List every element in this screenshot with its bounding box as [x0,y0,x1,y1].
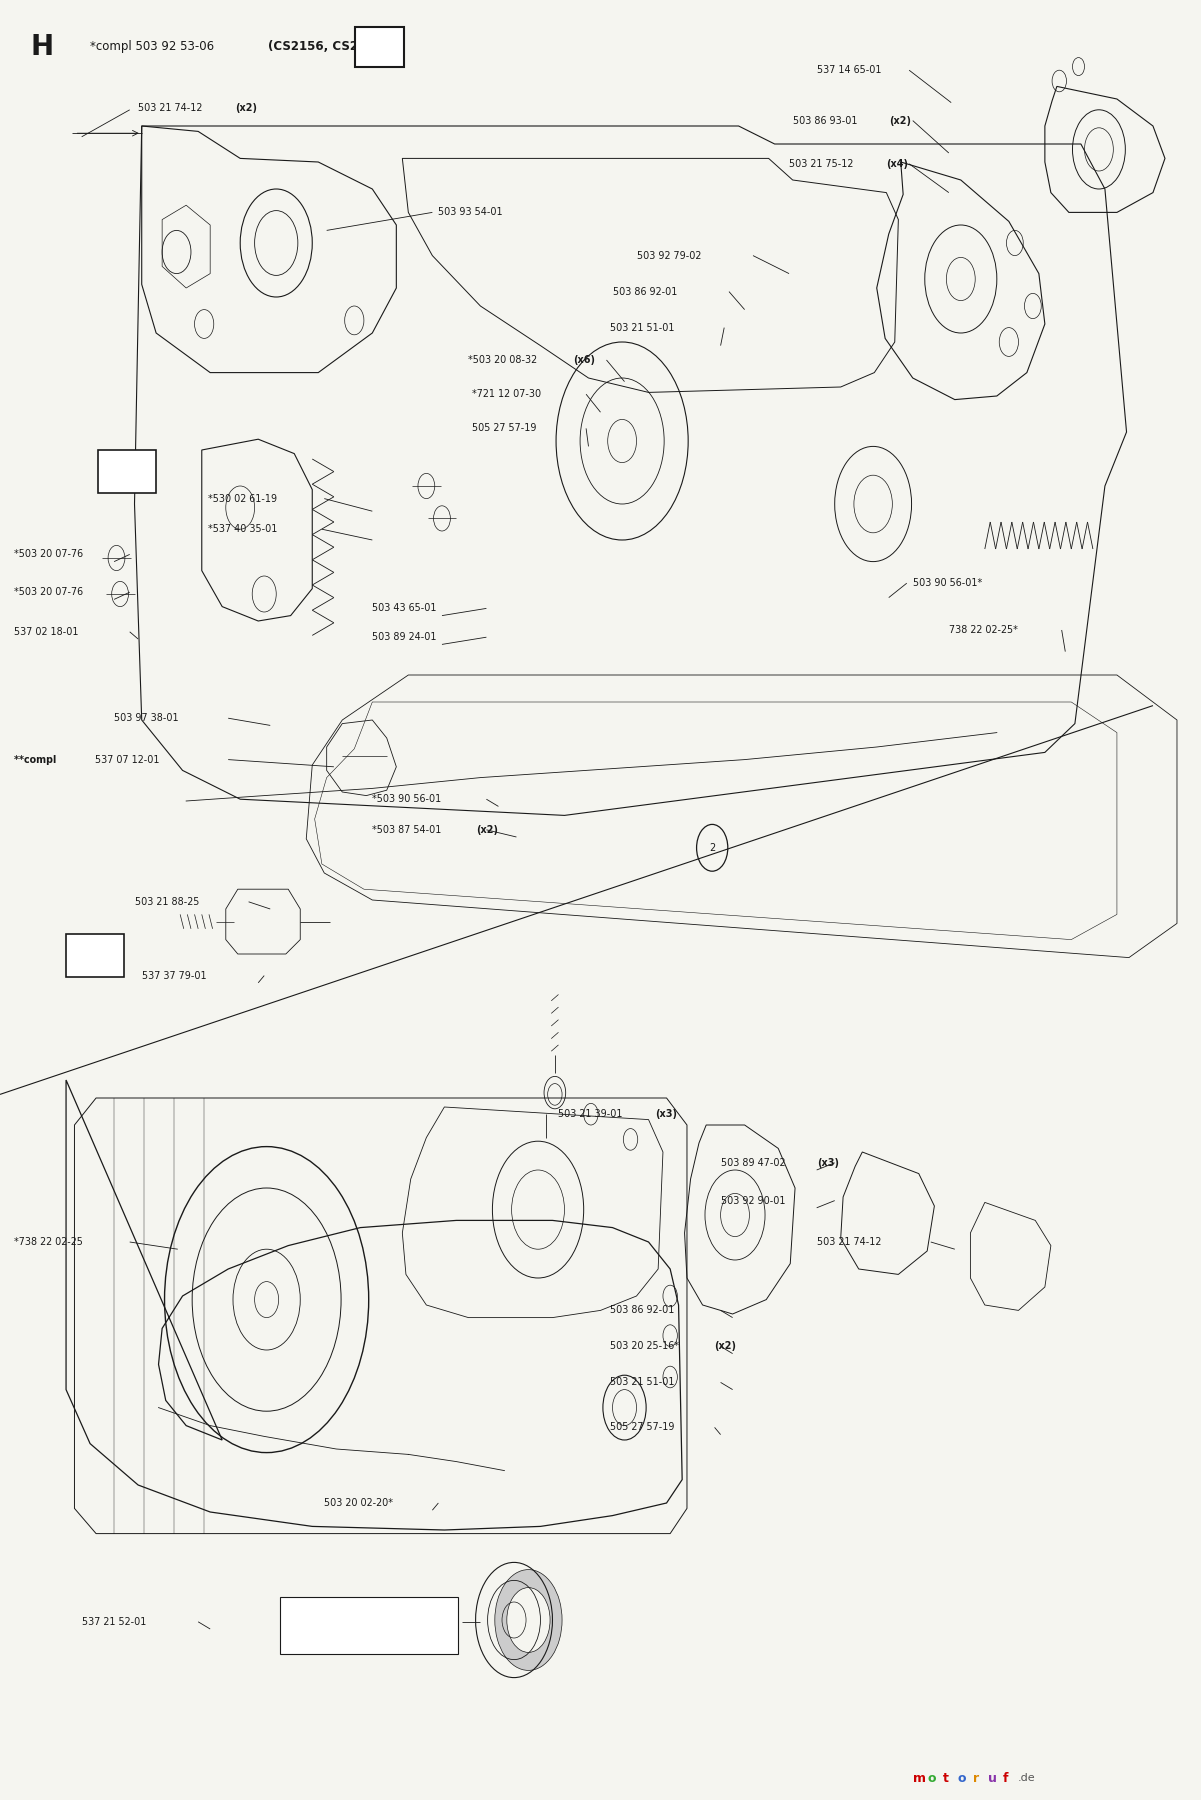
Text: .de: .de [1018,1773,1035,1784]
Wedge shape [495,1570,562,1670]
Text: H: H [30,32,53,61]
Text: 503 21 51-01: 503 21 51-01 [610,1377,675,1388]
Text: 503 21 75-12: 503 21 75-12 [789,158,856,169]
Text: (x2): (x2) [235,103,257,113]
Text: (x2): (x2) [477,824,498,835]
Text: 503 90 56-01*: 503 90 56-01* [913,578,982,589]
Bar [66,934,124,977]
Text: 503 93 54-01: 503 93 54-01 [438,207,503,218]
Text: 503 92 79-02: 503 92 79-02 [637,250,701,261]
Text: (x3): (x3) [656,1109,677,1120]
Text: o: o [958,1771,967,1786]
Text: r: r [973,1771,979,1786]
Text: 503 86 92-01: 503 86 92-01 [613,286,677,297]
Text: 503 89 47-02: 503 89 47-02 [721,1157,788,1168]
Text: (x3): (x3) [818,1157,839,1168]
Text: 503 43 65-01: 503 43 65-01 [372,603,437,614]
Text: (x4): (x4) [886,158,908,169]
Text: 537 02 18-01: 537 02 18-01 [14,626,79,637]
Text: 503 21 39-01: 503 21 39-01 [558,1109,626,1120]
Text: t: t [943,1771,949,1786]
Text: *530 02 61-19: *530 02 61-19 [208,493,277,504]
Text: 503 57 89-01: 503 57 89-01 [285,1613,349,1624]
Text: 503 20 25-16*: 503 20 25-16* [610,1341,682,1352]
Text: 503 89 24-01: 503 89 24-01 [372,632,437,643]
Text: 503 21 51-01: 503 21 51-01 [610,322,675,333]
Text: *503 87 54-01: *503 87 54-01 [372,824,444,835]
Text: 503 20 02-20*: 503 20 02-20* [324,1498,393,1508]
Text: f: f [1003,1771,1009,1786]
Text: (x2): (x2) [890,115,912,126]
Text: 503 86 93-01: 503 86 93-01 [793,115,860,126]
Text: *537 40 35-01: *537 40 35-01 [208,524,277,535]
Text: 537 14 65-01: 537 14 65-01 [817,65,882,76]
Text: 2: 2 [709,842,716,853]
Text: m: m [913,1771,926,1786]
Bar [280,1597,458,1654]
Text: *503 20 07-76: *503 20 07-76 [14,549,84,560]
Bar [98,450,156,493]
Text: 505 27 57-19: 505 27 57-19 [472,423,537,434]
Text: o: o [927,1771,937,1786]
Text: *503 20 07-76: *503 20 07-76 [14,587,84,598]
Text: *738 22 02-25: *738 22 02-25 [14,1237,83,1247]
Text: *503 20 08-32: *503 20 08-32 [468,355,540,365]
Text: u: u [987,1771,997,1786]
Text: **compl: **compl [14,754,60,765]
Text: 537 07 12-01: 537 07 12-01 [95,754,160,765]
Text: *721 12 07-30: *721 12 07-30 [472,389,542,400]
Bar [355,27,404,67]
Text: 503 21 74-12: 503 21 74-12 [138,103,205,113]
Text: 505 27 57-19: 505 27 57-19 [610,1422,675,1433]
Text: 503 21 74-12: 503 21 74-12 [817,1237,882,1247]
Text: 537 21 52-01: 537 21 52-01 [82,1616,147,1627]
Text: *503 90 56-01: *503 90 56-01 [372,794,442,805]
Text: (x6): (x6) [573,355,594,365]
Text: 503 92 90-01: 503 92 90-01 [721,1195,785,1206]
Text: 738 22 02-25*: 738 22 02-25* [949,625,1017,635]
Text: 503 97 38-01: 503 97 38-01 [114,713,179,724]
Text: (x2): (x2) [715,1341,736,1352]
Text: 503 21 88-25: 503 21 88-25 [135,896,199,907]
Text: *compl 503 92 53-06: *compl 503 92 53-06 [90,40,217,54]
Text: 537 21 50-01: 537 21 50-01 [285,1643,349,1654]
Text: 537 37 79-01: 537 37 79-01 [142,970,207,981]
Text: (CS2156, CS2159): (CS2156, CS2159) [268,40,388,54]
Text: 503 86 92-01: 503 86 92-01 [610,1305,675,1316]
